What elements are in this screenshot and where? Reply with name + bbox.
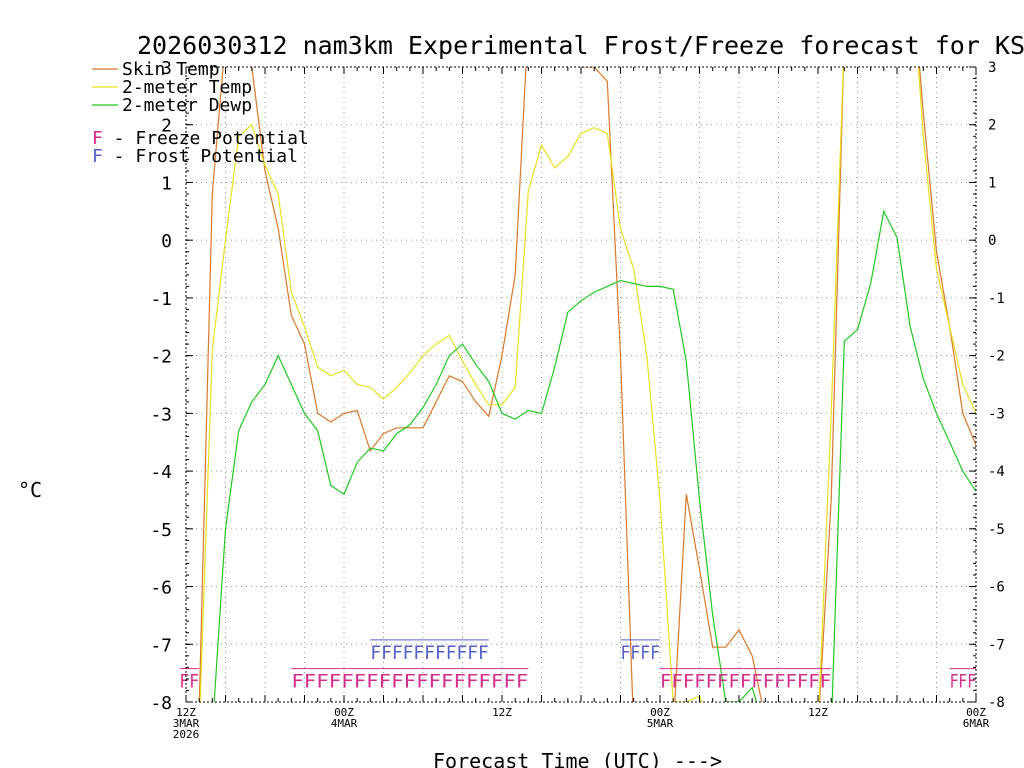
series-layer — [198, 67, 976, 702]
legend-label: 2-meter Temp — [122, 77, 252, 98]
y-tick-label-right: -2 — [988, 349, 1005, 365]
x-tick-label: 5MAR — [647, 717, 674, 730]
freeze-flag-run: FF — [179, 671, 199, 693]
series-line-2-meter-temp — [199, 67, 976, 702]
y-tick-label: -1 — [150, 289, 172, 310]
y-tick-label: -3 — [150, 404, 172, 425]
x-tick-label: 12Z — [492, 706, 512, 719]
y-tick-label: 2 — [161, 116, 172, 137]
x-tick-label: 00Z — [966, 706, 986, 719]
x-tick-label: 00Z — [650, 706, 670, 719]
y-tick-label: -6 — [150, 578, 172, 599]
legend-potential: F - Freeze Potential — [92, 128, 309, 149]
legend-label: 2-meter Dewp — [122, 95, 252, 116]
y-tick-label: -5 — [150, 520, 172, 541]
y-tick-label: -4 — [150, 462, 172, 483]
y-tick-label: -7 — [150, 635, 172, 656]
plot-frame — [185, 66, 977, 703]
x-tick-label: 12Z — [808, 706, 828, 719]
y-tick-label-right: -8 — [988, 695, 1005, 711]
series-line-skin-temp — [198, 67, 976, 702]
grid-layer — [186, 67, 976, 702]
y-tick-label: 1 — [161, 173, 172, 194]
y-tick-label: -2 — [150, 347, 172, 368]
x-tick-label: 3MAR — [173, 717, 200, 730]
axes: -8 -8 -7 -7 -6 -6 -5 -5 -4 -4 -3 -3 -2 -2 -1 -1 0 0 1 1 2 2 3 3… — [150, 58, 1005, 741]
legend-label: Skin Temp — [122, 59, 220, 80]
y-tick-label-right: 2 — [988, 118, 996, 134]
freeze-flag-run: FFF — [950, 671, 976, 693]
freeze-flag-run: FFFFFFFFFFFFFFFFFFF — [291, 671, 528, 693]
y-axis-label: °C — [18, 478, 42, 502]
x-tick-label: 6MAR — [963, 717, 990, 730]
frost-flag-run: FFFF — [621, 642, 661, 664]
y-tick-label: -8 — [150, 693, 172, 714]
x-tick-label: 2026 — [173, 728, 200, 741]
chart-title: 2026030312 nam3km Experimental Frost/Fre… — [137, 31, 1024, 60]
y-tick-label-right: -5 — [988, 522, 1005, 538]
y-tick-label-right: -4 — [988, 464, 1005, 480]
x-tick-label: 4MAR — [331, 717, 358, 730]
y-tick-label-right: -6 — [988, 580, 1005, 596]
y-tick-label-right: -7 — [988, 637, 1005, 653]
y-tick-label-right: 0 — [988, 233, 996, 249]
y-tick-label: 3 — [161, 58, 172, 79]
y-tick-label-right: 1 — [988, 175, 996, 191]
y-tick-label-right: 3 — [988, 60, 996, 76]
x-tick-label: 00Z — [334, 706, 354, 719]
y-tick-label: 0 — [161, 231, 172, 252]
frost-flag-run: FFFFFFFFFFF — [370, 642, 489, 664]
x-axis-label: Forecast Time (UTC) ---> — [433, 749, 722, 768]
potential-flags: FFFFFFFFFFF FFFFFF FFFFFFFFFFFFFFFFFFF FFFF… — [179, 639, 976, 693]
freeze-flag-run: FFFFFFFFFFFFFFF — [660, 671, 831, 693]
y-tick-label-right: -1 — [988, 291, 1005, 307]
series-line-2-meter-dewp — [213, 209, 976, 702]
x-tick-label: 12Z — [176, 706, 196, 719]
y-tick-label-right: -3 — [988, 406, 1005, 422]
legend-potential: F - Frost Potential — [92, 146, 298, 167]
